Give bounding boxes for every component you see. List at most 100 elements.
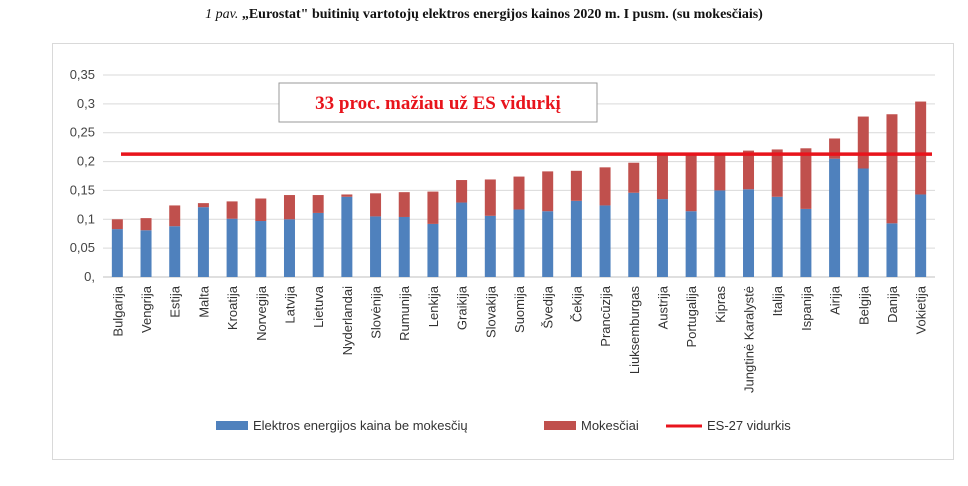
bar-segment-base [197,207,209,277]
bars [111,101,927,277]
bar-segment-tax [398,192,410,217]
category-label: Lenkija [426,285,441,327]
annotation: 33 proc. mažiau už ES vidurkį [278,82,598,123]
bar-segment-base [685,211,697,277]
y-tick-label: 0,2 [77,154,95,169]
category-label: Belgija [856,285,871,325]
bar-segment-tax [111,219,123,230]
bar-segment-tax [427,191,439,224]
y-tick-label: 0,15 [70,182,95,197]
caption-title: „Eurostat" buitinių vartotojų elektros e… [241,7,763,22]
bar-segment-tax [283,195,295,220]
legend-label: Mokesčiai [581,418,639,433]
category-label: Portugalija [684,285,699,347]
annotation-box [278,82,598,123]
category-label: Vokietija [914,285,929,334]
category-label: Jungtinė Karalystė [742,286,757,393]
figure-caption: 1 pav. „Eurostat" buitinių vartotojų ele… [0,7,968,23]
bar-segment-base [915,194,927,277]
legend: Elektros energijos kaina be mokesčių Moke… [216,418,791,433]
bar-segment-base [714,190,726,277]
bar-segment-tax [226,201,238,219]
bar-segment-base [312,212,324,277]
category-label: Danija [885,285,900,323]
bar-segment-base [341,196,353,277]
bar-segment-base [140,230,152,277]
category-label: Malta [196,285,211,318]
y-tick-label: 0,25 [70,125,95,140]
bar-segment-tax [628,162,640,193]
y-tick-label: 0,35 [70,67,95,82]
category-label: Rumunija [397,285,412,341]
category-label: Slovakija [483,285,498,338]
bar-segment-tax [886,114,898,224]
bar-segment-tax [656,154,668,200]
bar-segment-base [542,211,554,277]
bar-segment-tax [456,180,468,203]
category-label: Vengrija [139,285,154,333]
category-label: Suomija [512,285,527,333]
category-label: Ispanija [799,285,814,331]
category-label: Liuksemburgas [627,286,642,375]
bar-segment-tax [197,203,209,208]
bar-segment-tax [915,101,927,195]
stacked-bar-chart: 0, 0,05 0,1 0,15 0,2 0,25 0,3 0,35 Bulgarija Ven… [70,67,935,433]
bar-segment-tax [857,116,869,169]
bar-segment-tax [341,194,353,197]
bar-segment-tax [743,150,755,190]
bar-segment-tax [714,154,726,191]
category-label: Kroatija [225,285,240,330]
legend-label: ES-27 vidurkis [707,418,791,433]
bar-segment-base [255,221,267,277]
y-tick-label: 0, [84,269,95,284]
bar-segment-base [226,218,238,277]
bar-segment-base [484,215,496,277]
category-label: Estija [168,285,183,318]
bar-segment-base [857,168,869,277]
category-label: Latvija [282,285,297,323]
bar-segment-base [886,223,898,277]
category-label: Graikija [455,285,470,330]
x-axis-labels: Bulgarija Vengrija Estija Malta Kroatija Norv… [110,285,928,393]
bar-segment-tax [599,167,611,206]
bar-segment-tax [542,171,554,212]
legend-label: Elektros energijos kaina be mokesčių [253,418,468,433]
bar-segment-tax [370,193,382,217]
bar-segment-tax [484,179,496,216]
bar-segment-tax [513,176,525,210]
bar-segment-base [513,209,525,277]
bar-segment-base [111,229,123,277]
bar-segment-base [169,226,181,277]
bar-segment-base [771,196,783,277]
chart-frame: 0, 0,05 0,1 0,15 0,2 0,25 0,3 0,35 Bulgarija Ven… [52,43,954,460]
bar-segment-base [427,223,439,277]
bar-segment-tax [771,149,783,197]
y-axis-ticks: 0, 0,05 0,1 0,15 0,2 0,25 0,3 0,35 [70,67,95,284]
bar-segment-base [398,216,410,277]
bar-segment-tax [685,154,697,212]
bar-segment-base [743,189,755,277]
bar-segment-tax [169,205,181,227]
category-label: Kipras [713,286,728,323]
bar-segment-base [456,202,468,277]
bar-segment-base [656,199,668,277]
bar-segment-base [829,158,841,277]
bar-segment-tax [570,170,582,201]
category-label: Italija [770,285,785,316]
bar-segment-base [800,208,812,277]
bar-segment-tax [140,218,152,231]
category-label: Bulgarija [110,285,125,336]
category-label: Airija [828,285,843,315]
bar-segment-base [628,192,640,277]
category-label: Švedija [541,285,556,328]
y-tick-label: 0,1 [77,211,95,226]
category-label: Nyderlandai [340,286,355,355]
bar-segment-base [283,219,295,277]
category-label: Čekija [569,285,584,322]
category-label: Norvegija [254,285,269,341]
bar-segment-base [370,216,382,277]
category-label: Prancūzija [598,285,613,346]
bar-segment-base [599,205,611,277]
bar-segment-tax [800,148,812,209]
annotation-text: 33 proc. mažiau už ES vidurkį [315,93,561,114]
